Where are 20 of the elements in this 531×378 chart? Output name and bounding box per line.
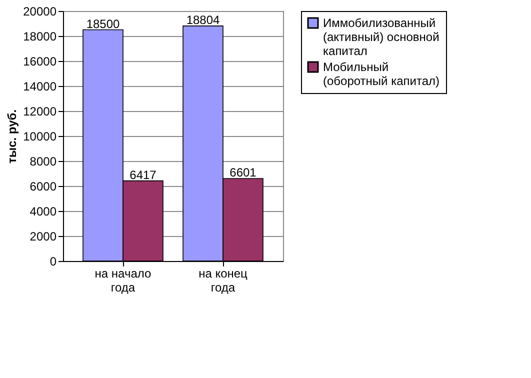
- y-tick-label: 14000: [23, 80, 57, 94]
- y-tick-label: 10000: [23, 130, 57, 144]
- legend-label: Мобильный (оборотный капитал): [323, 60, 440, 88]
- y-tick-label: 18000: [23, 30, 57, 44]
- y-tick-label: 4000: [30, 204, 57, 218]
- x-tick-label: на начало года: [94, 266, 152, 294]
- data-label: 18500: [86, 16, 120, 31]
- y-tick-label: 2000: [30, 230, 57, 244]
- data-label: 18804: [186, 12, 220, 27]
- y-tick-label: 12000: [23, 104, 57, 118]
- y-axis-title: тыс. руб.: [5, 109, 20, 164]
- y-tick-label: 8000: [30, 154, 57, 168]
- x-tick-label: на конец года: [198, 266, 248, 294]
- legend-label: Иммобилизованный (активный) основной капитал: [323, 16, 440, 58]
- y-tick-label: 0: [50, 254, 57, 268]
- data-label: 6601: [230, 165, 257, 180]
- y-tick-label: 20000: [23, 4, 57, 18]
- data-label: 6417: [130, 168, 157, 182]
- y-tick-label: 6000: [30, 180, 57, 194]
- y-tick-label: 16000: [23, 54, 57, 68]
